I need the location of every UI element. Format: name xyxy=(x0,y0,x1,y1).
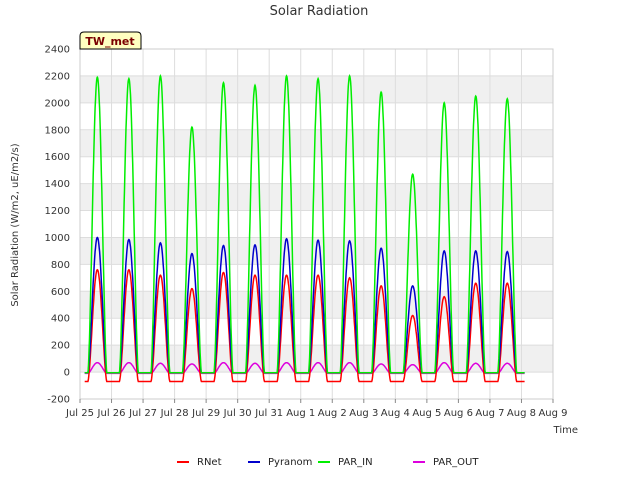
y-axis-title: Solar Radiation (W/m2, uE/m2/s) xyxy=(10,143,21,306)
y-tick-label: 600 xyxy=(51,287,70,298)
background-band xyxy=(80,345,553,373)
x-tick-label: Jul 28 xyxy=(160,408,189,419)
y-axis-ticks: -200 0 200 400 600 800 1000 1200 1400 1600 1800 200… xyxy=(45,45,70,406)
plot-frame xyxy=(79,48,554,400)
y-tick-label: 200 xyxy=(51,341,70,352)
x-tick-label: Jul 29 xyxy=(191,408,220,419)
legend-item: PAR_IN xyxy=(318,457,373,468)
y-tick-label: 1400 xyxy=(45,179,70,190)
y-tick-label: 400 xyxy=(51,314,70,325)
background-band xyxy=(80,210,553,238)
x-tick-label: Aug 2 xyxy=(318,408,347,419)
y-tick-label: 2000 xyxy=(45,98,70,109)
background-band xyxy=(80,156,553,184)
x-axis-title: Time xyxy=(553,425,578,436)
background-band xyxy=(80,291,553,319)
background-band xyxy=(80,318,553,346)
y-tick-label: 2400 xyxy=(45,45,70,56)
x-tick-label: Aug 6 xyxy=(444,408,473,419)
x-tick-label: Aug 9 xyxy=(538,408,567,419)
chart-title: Solar Radiation xyxy=(270,4,369,19)
x-tick-label: Jul 30 xyxy=(223,408,252,419)
station-badge-box xyxy=(79,31,142,50)
y-tick-label: 800 xyxy=(51,260,70,271)
y-tick-label: 1200 xyxy=(45,206,70,217)
x-tick-label: Jul 26 xyxy=(97,408,126,419)
x-tick-label: Jul 31 xyxy=(254,408,283,419)
legend-label: Pyranom xyxy=(268,457,312,468)
legend: RNet Pyranom PAR_IN PAR_OUT xyxy=(177,457,479,468)
x-axis-ticks: Jul 25 Jul 26 Jul 27 Jul 28 Jul 29 Jul 30 Jul … xyxy=(65,399,568,419)
x-tick-label: Aug 8 xyxy=(507,408,536,419)
y-tick-label: 1800 xyxy=(45,125,70,136)
background-band xyxy=(80,129,553,157)
x-tick-label: Aug 1 xyxy=(286,408,315,419)
x-tick-label: Jul 25 xyxy=(65,408,94,419)
y-tick-label: 2200 xyxy=(45,71,70,82)
series-line-par-in xyxy=(84,73,525,374)
y-tick-label: 0 xyxy=(64,368,70,379)
x-tick-label: Aug 5 xyxy=(412,408,441,419)
station-badge: TW_met xyxy=(79,31,142,50)
x-tick-label: Jul 27 xyxy=(128,408,157,419)
background-band xyxy=(80,372,553,399)
background-band xyxy=(80,49,553,76)
legend-item: Pyranom xyxy=(248,457,312,468)
series-line-rnet xyxy=(84,268,525,383)
legend-label: PAR_OUT xyxy=(433,457,479,468)
y-tick-label: -200 xyxy=(47,395,70,406)
series-layer xyxy=(84,73,525,383)
legend-item: RNet xyxy=(177,457,222,468)
legend-item: PAR_OUT xyxy=(413,457,479,468)
legend-label: PAR_IN xyxy=(338,457,373,468)
legend-label: RNet xyxy=(197,457,222,468)
y-tick-label: 1600 xyxy=(45,152,70,163)
station-badge-label: TW_met xyxy=(85,35,134,48)
x-tick-label: Aug 4 xyxy=(381,408,410,419)
x-tick-label: Aug 3 xyxy=(349,408,378,419)
background-band xyxy=(80,183,553,211)
x-tick-label: Aug 7 xyxy=(475,408,504,419)
y-tick-label: 1000 xyxy=(45,233,70,244)
